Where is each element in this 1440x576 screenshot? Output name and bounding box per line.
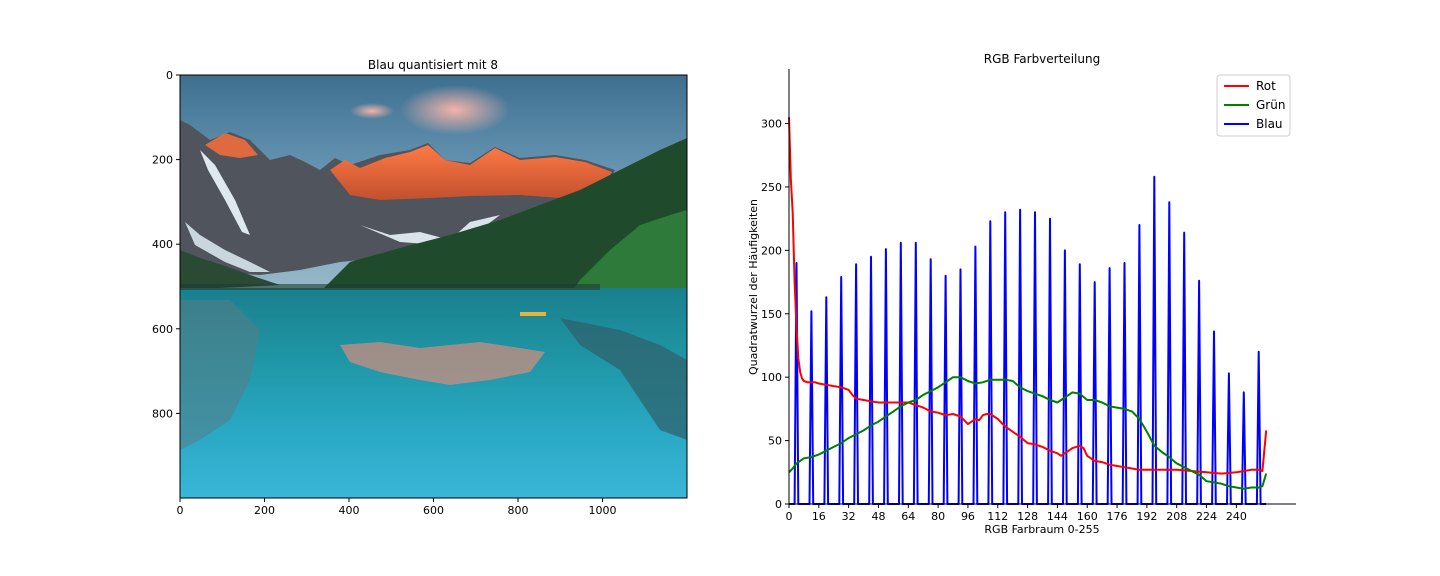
x-tick-label: 160 (1077, 510, 1098, 523)
histogram-panel: RGB Farbverteilung 0 16 32 48 64 80 96 112 128 14… (747, 52, 1296, 536)
image-x-tick-label: 1000 (589, 504, 617, 517)
x-tick-label: 0 (786, 510, 793, 523)
image-reflection (340, 342, 545, 385)
x-tick-label: 32 (842, 510, 856, 523)
image-x-axis: 0 200 400 600 800 1000 (177, 498, 617, 517)
image-reflection (560, 318, 687, 440)
y-axis-ticks: 0 50 100 150 200 250 300 (761, 118, 789, 511)
y-tick-label: 50 (768, 435, 782, 448)
image-title: Blau quantisiert mit 8 (368, 58, 498, 72)
image-x-tick-label: 400 (339, 504, 360, 517)
x-tick-label: 128 (1017, 510, 1038, 523)
image-x-tick-label: 0 (177, 504, 184, 517)
legend-box (1216, 74, 1291, 137)
image-x-tick-label: 200 (254, 504, 275, 517)
y-tick-label: 250 (761, 181, 782, 194)
image-peak-glow (205, 133, 258, 158)
y-tick-label: 150 (761, 308, 782, 321)
series-lines (788, 117, 1268, 505)
image-cloud (350, 103, 394, 119)
image-peak-glow (330, 145, 612, 200)
x-tick-label: 64 (901, 510, 915, 523)
y-axis-label: Quadratwurzel der Häufigkeiten (747, 199, 760, 375)
y-tick-label: 300 (761, 118, 782, 131)
x-tick-label: 208 (1166, 510, 1187, 523)
x-tick-label: 144 (1047, 510, 1068, 523)
x-tick-label: 224 (1196, 510, 1217, 523)
image-y-tick-label: 200 (152, 154, 173, 167)
image-water (180, 288, 687, 498)
y-tick-label: 200 (761, 244, 782, 257)
x-tick-label: 112 (987, 510, 1008, 523)
x-axis-label: RGB Farbraum 0-255 (984, 523, 1099, 536)
image-x-tick-label: 800 (508, 504, 529, 517)
image-shoreline (180, 284, 600, 290)
image-y-axis: 0 200 400 600 800 (152, 69, 180, 420)
y-tick-label: 100 (761, 371, 782, 384)
image-cloud (400, 85, 510, 135)
legend-label-blau: Blau (1256, 117, 1283, 131)
image-snow (360, 215, 500, 245)
x-tick-label: 48 (871, 510, 885, 523)
x-tick-label: 240 (1226, 510, 1247, 523)
legend-label-gruen: Grün (1256, 98, 1285, 112)
image-y-tick-label: 400 (152, 238, 173, 251)
image-y-tick-label: 600 (152, 323, 173, 336)
image-reflection (180, 300, 260, 450)
series-line-blau (789, 175, 1267, 505)
x-tick-label: 80 (931, 510, 945, 523)
series-line-rot (788, 117, 1268, 475)
image-boats (520, 312, 546, 316)
chart-title: RGB Farbverteilung (984, 52, 1100, 66)
landscape-image (180, 75, 687, 498)
x-tick-label: 176 (1107, 510, 1128, 523)
image-y-tick-label: 0 (166, 69, 173, 82)
x-tick-label: 96 (961, 510, 975, 523)
legend-label-rot: Rot (1256, 79, 1276, 93)
y-tick-label: 0 (775, 498, 782, 511)
series-line-gruen (788, 376, 1268, 490)
legend: Rot Grün Blau (1216, 74, 1291, 137)
image-snow (200, 150, 250, 235)
image-snow (185, 222, 270, 272)
image-y-tick-label: 800 (152, 407, 173, 420)
x-tick-label: 192 (1136, 510, 1157, 523)
image-x-tick-label: 600 (423, 504, 444, 517)
x-tick-label: 16 (812, 510, 826, 523)
image-forest (180, 250, 280, 290)
image-panel: Blau quantisiert mit 8 0 20 (152, 58, 688, 517)
x-axis-ticks: 0 16 32 48 64 80 96 112 128 144 160 176 192 208 224 240 (786, 504, 1247, 523)
